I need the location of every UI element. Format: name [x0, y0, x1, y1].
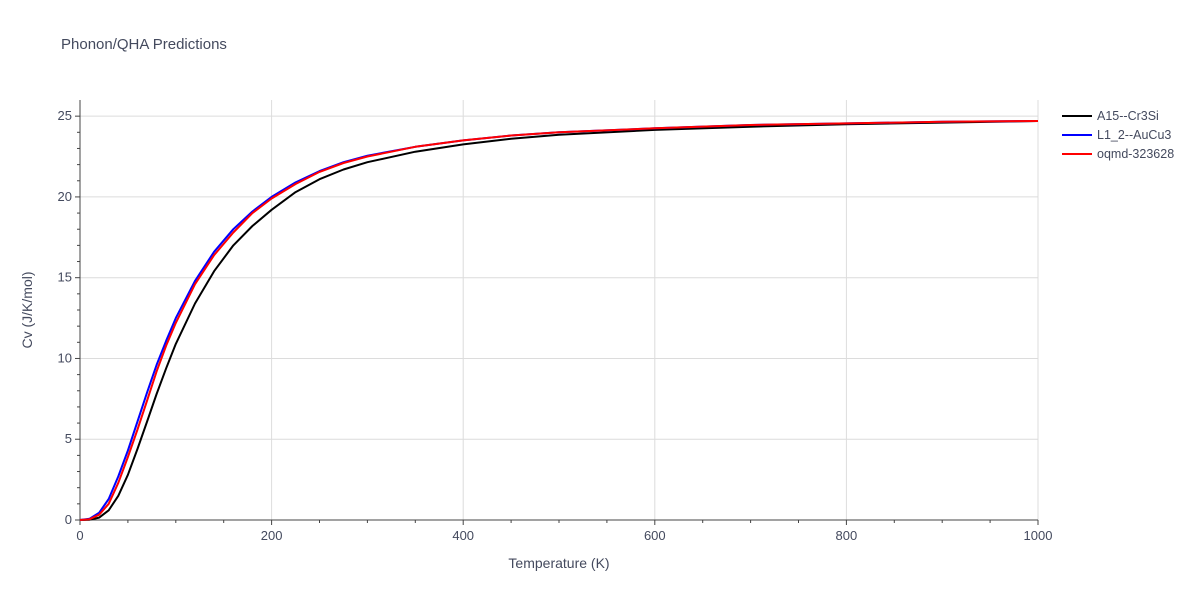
- chart-title: Phonon/QHA Predictions: [61, 36, 227, 53]
- legend-item[interactable]: A15--Cr3Si: [1062, 106, 1174, 125]
- legend-label: A15--Cr3Si: [1097, 108, 1159, 123]
- y-tick-label: 15: [58, 270, 72, 285]
- x-tick-label: 800: [836, 528, 858, 543]
- y-axis-title: Cv (J/K/mol): [19, 272, 35, 349]
- y-tick-label: 5: [65, 431, 72, 446]
- legend-swatch: [1062, 114, 1092, 117]
- series-line: [79, 120, 1039, 521]
- x-tick-label: 1000: [1024, 528, 1053, 543]
- series-lines: [79, 120, 1039, 521]
- x-axis-title: Temperature (K): [508, 555, 609, 571]
- legend-item[interactable]: L1_2--AuCu3: [1062, 125, 1174, 144]
- legend-item[interactable]: oqmd-323628: [1062, 144, 1174, 163]
- axes: [75, 100, 1039, 525]
- x-tick-label: 600: [644, 528, 666, 543]
- legend-swatch: [1062, 133, 1092, 136]
- y-tick-label: 0: [65, 512, 72, 527]
- y-tick-label: 10: [58, 350, 72, 365]
- y-tick-label: 25: [58, 108, 72, 123]
- legend-swatch: [1062, 152, 1092, 155]
- tick-labels: 0 200 400 600 800 1000 0 5 10 15 20 25: [58, 108, 1053, 543]
- y-tick-label: 20: [58, 189, 72, 204]
- grid-lines: [80, 100, 1039, 520]
- x-tick-label: 0: [76, 528, 83, 543]
- series-line: [79, 120, 1039, 521]
- legend-label: oqmd-323628: [1097, 146, 1175, 161]
- legend-label: L1_2--AuCu3: [1097, 127, 1172, 142]
- x-tick-label: 200: [261, 528, 283, 543]
- series-line: [79, 120, 1039, 521]
- chart-legend: A15--Cr3Si L1_2--AuCu3 oqmd-323628: [1062, 106, 1174, 163]
- x-tick-label: 400: [452, 528, 474, 543]
